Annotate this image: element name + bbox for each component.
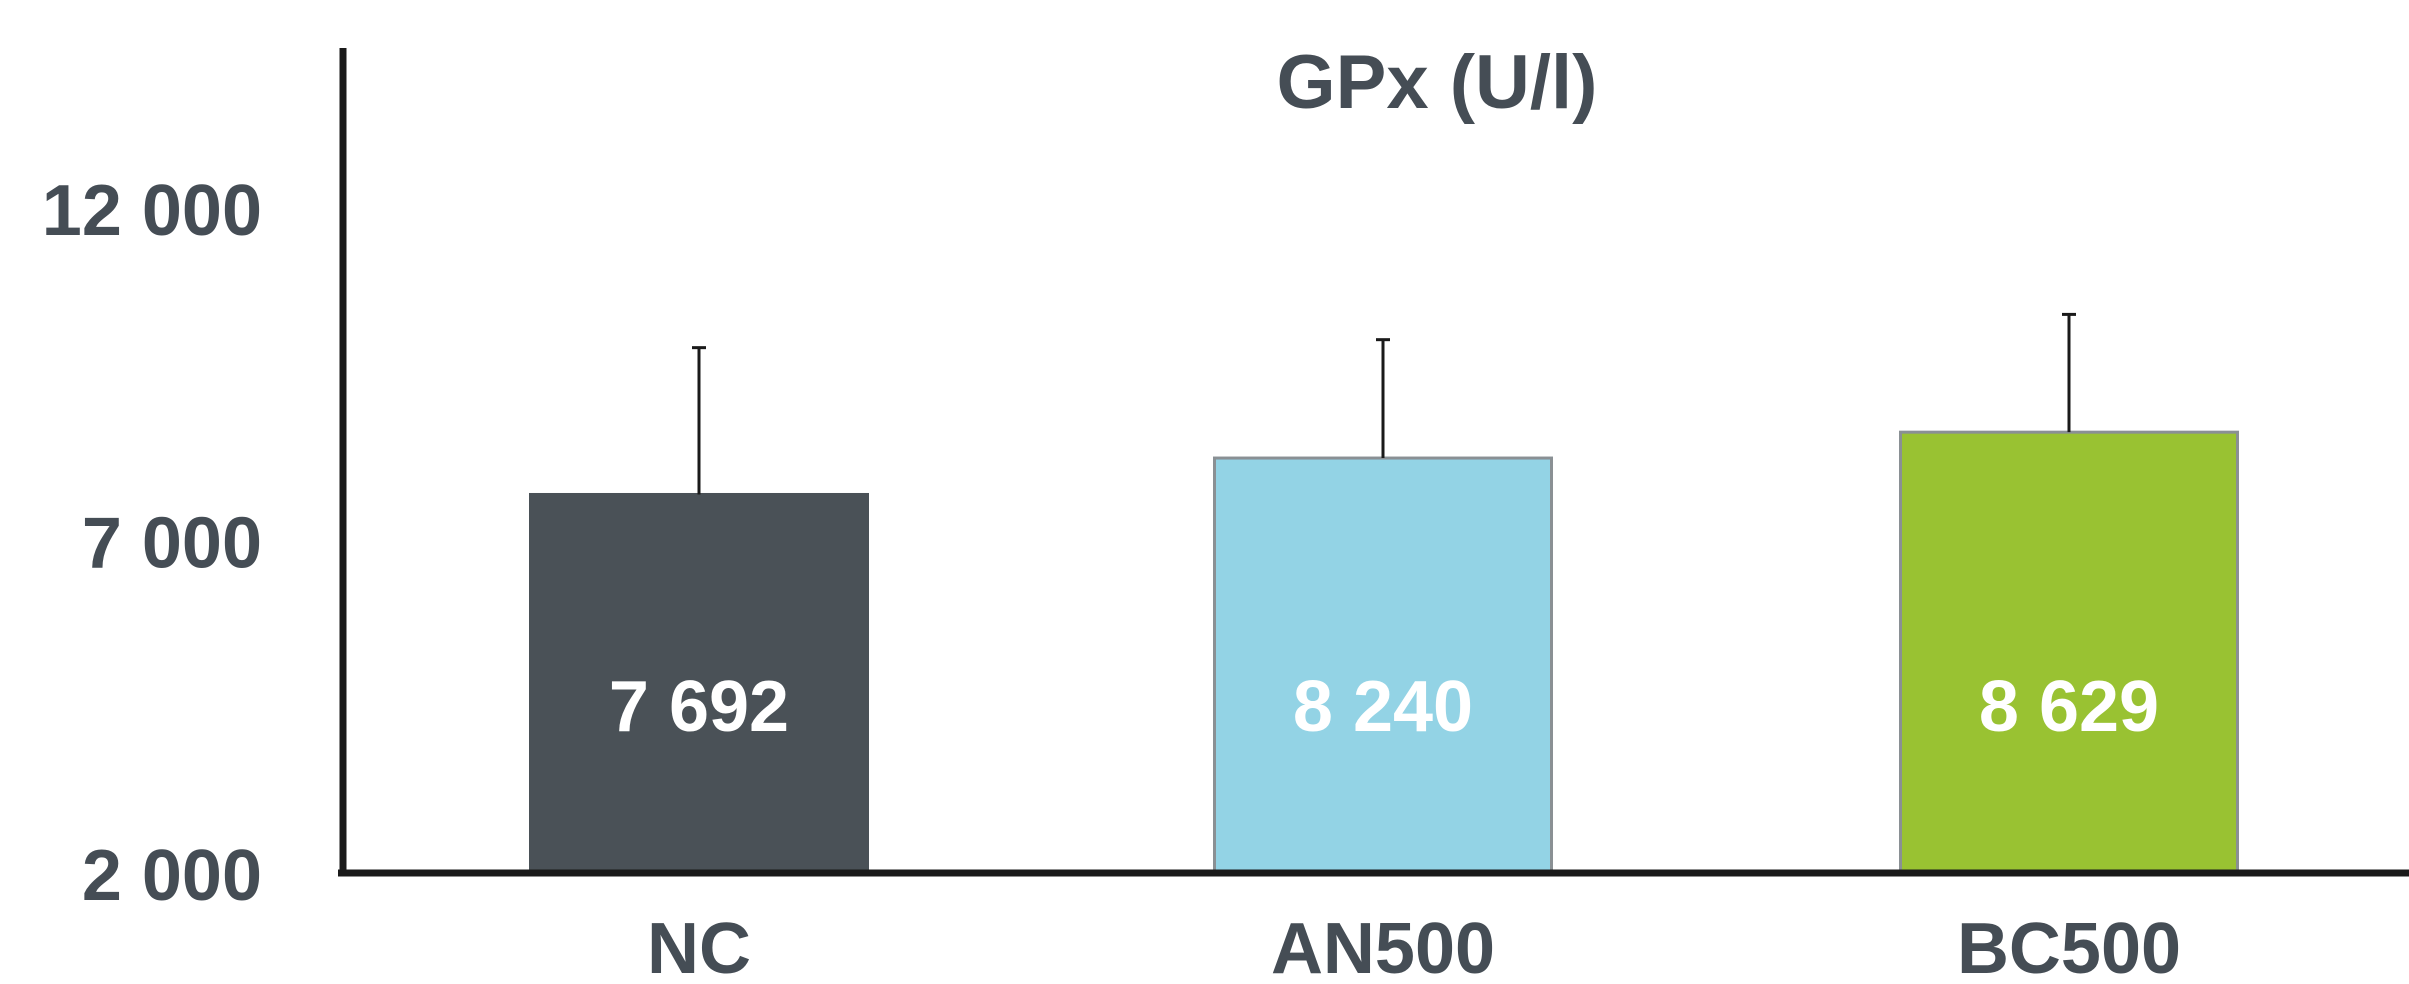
bar-nc bbox=[529, 492, 869, 875]
bar-bc500 bbox=[1899, 430, 2239, 875]
x-axis-labels: NC AN500 BC500 bbox=[647, 909, 2181, 984]
value-labels-group: 7 692 8 240 8 629 bbox=[609, 667, 2159, 747]
bar-an500 bbox=[1213, 456, 1553, 875]
x-tick-label-an500: AN500 bbox=[1271, 909, 1495, 979]
bars-group bbox=[529, 430, 2239, 875]
y-axis-ticks: 2 000 7 000 12 000 bbox=[42, 171, 262, 916]
value-label-bc500: 8 629 bbox=[1979, 667, 2159, 747]
x-tick-label-nc: NC bbox=[647, 909, 751, 979]
y-tick-label: 2 000 bbox=[82, 836, 262, 916]
error-bars-group bbox=[692, 312, 2076, 495]
y-tick-label: 7 000 bbox=[82, 504, 262, 584]
chart-title: GPx (U/l) bbox=[1277, 40, 1598, 125]
y-tick-label: 12 000 bbox=[42, 171, 262, 251]
x-tick-label-bc500: BC500 bbox=[1957, 909, 2181, 979]
value-label-nc: 7 692 bbox=[609, 667, 789, 747]
value-label-an500: 8 240 bbox=[1293, 667, 1473, 747]
